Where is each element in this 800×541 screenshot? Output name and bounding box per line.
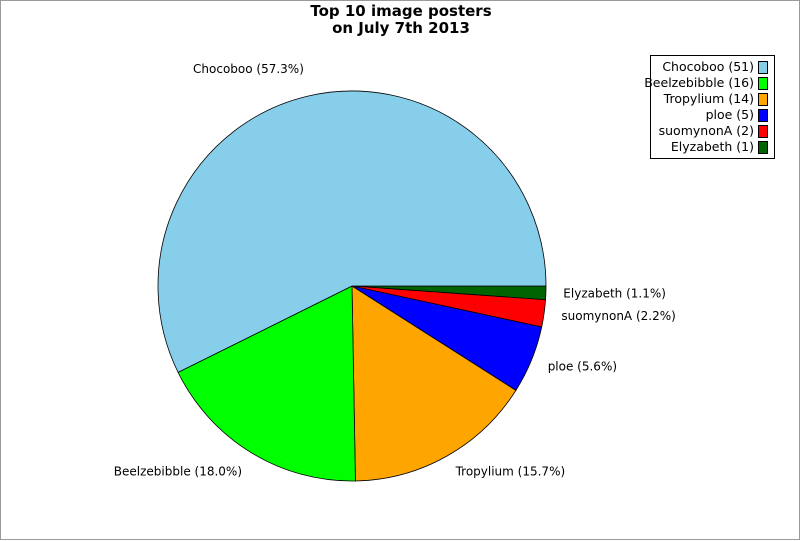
legend-label: ploe (5)	[705, 107, 754, 122]
legend-swatch	[758, 124, 768, 138]
chart-title-line-1: Top 10 image posters	[310, 2, 492, 20]
legend-label: Elyzabeth (1)	[670, 139, 754, 154]
legend-label: Chocoboo (51)	[662, 59, 754, 74]
chart-title: Top 10 image posters on July 7th 2013	[1, 3, 800, 37]
pie-slice-tropylium	[351, 285, 517, 482]
legend-label: Tropylium (14)	[663, 91, 754, 106]
legend-item-ploe: ploe (5)	[655, 107, 768, 123]
pie-label-suomynona: suomynonA (2.2%)	[561, 309, 675, 323]
legend-item-elyzabeth: Elyzabeth (1)	[655, 139, 768, 155]
pie-label-beelzebibble: Beelzebibble (18.0%)	[114, 465, 242, 479]
legend-item-chocoboo: Chocoboo (51)	[655, 59, 768, 75]
legend-item-tropylium: Tropylium (14)	[655, 91, 768, 107]
legend-swatch	[758, 92, 768, 106]
pie-label-ploe: ploe (5.6%)	[548, 360, 617, 374]
legend-swatch	[758, 108, 768, 122]
legend-item-beelzebibble: Beelzebibble (16)	[644, 75, 768, 91]
legend-swatch	[758, 140, 768, 154]
legend-swatch	[758, 60, 768, 74]
pie-label-elyzabeth: Elyzabeth (1.1%)	[563, 287, 666, 301]
legend-swatch	[758, 76, 768, 90]
chart-title-line-2: on July 7th 2013	[332, 19, 470, 37]
pie-label-tropylium: Tropylium (15.7%)	[455, 464, 566, 478]
pie-slice-chocoboo	[157, 90, 547, 373]
legend-item-suomynona: suomynonA (2)	[655, 123, 768, 139]
pie-labels: Elyzabeth (1.1%) suomynonA (2.2%) ploe (5.…	[114, 62, 676, 479]
legend-label: suomynonA (2)	[658, 123, 754, 138]
legend-label: Beelzebibble (16)	[644, 75, 754, 90]
pie-slice-beelzebibble	[177, 285, 356, 482]
pie-slices	[157, 90, 547, 482]
legend: Chocoboo (51) Beelzebibble (16) Tropylium …	[644, 55, 775, 159]
pie-label-chocoboo: Chocoboo (57.3%)	[193, 62, 304, 76]
